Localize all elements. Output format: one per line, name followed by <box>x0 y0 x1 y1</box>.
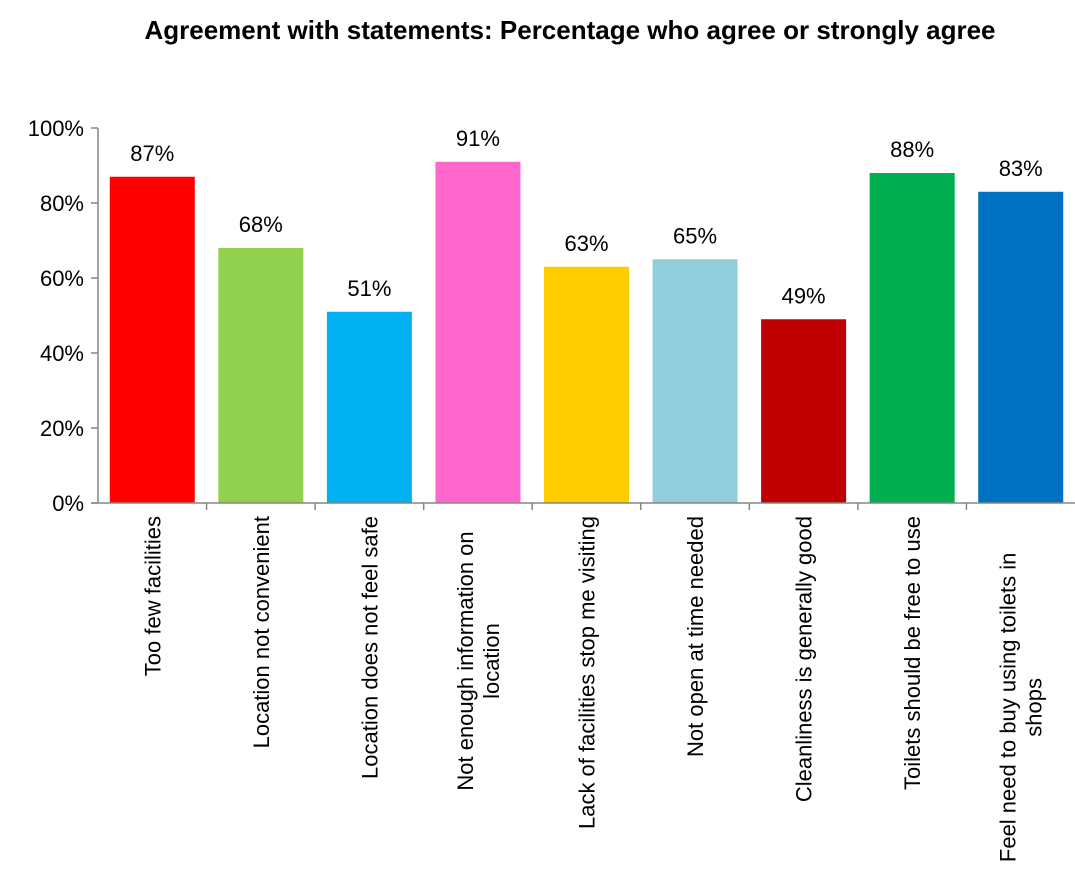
category-label-text: Cleanliness is generally good <box>792 516 817 802</box>
data-label: 63% <box>564 231 608 256</box>
bar <box>761 319 847 503</box>
category-label-text: Lack of facilities stop me visiting <box>575 516 600 829</box>
bar <box>869 173 955 503</box>
bar <box>109 176 195 503</box>
category-label-line: location <box>479 623 504 699</box>
category-label-text: Location does not feel safe <box>357 516 382 779</box>
bar <box>652 259 738 503</box>
category-label: Not enough information onlocation <box>453 531 504 790</box>
category-label: Location does not feel safe <box>357 516 382 779</box>
data-label: 91% <box>456 126 500 151</box>
category-label: Not open at time needed <box>683 516 708 757</box>
data-label: 51% <box>347 276 391 301</box>
y-axis: 0% 20% 40% 60% 80% 100% <box>28 116 99 516</box>
bar <box>218 248 304 503</box>
data-label: 88% <box>890 137 934 162</box>
category-label-text: Feel need to buy using toilets inshops <box>996 553 1047 862</box>
category-label-text: Not open at time needed <box>683 516 708 757</box>
y-tick-label: 40% <box>40 341 84 366</box>
data-label: 87% <box>130 141 174 166</box>
category-label: Location not convenient <box>249 516 274 748</box>
y-tick-label: 20% <box>40 416 84 441</box>
x-axis <box>91 502 1075 510</box>
category-label-line: Feel need to buy using toilets in <box>996 553 1021 862</box>
y-tick-label: 80% <box>40 191 84 216</box>
bars <box>109 161 1064 503</box>
category-label-text: Location not convenient <box>249 516 274 748</box>
category-label-line: Not enough information on <box>453 531 478 790</box>
y-tick-label: 0% <box>52 491 84 516</box>
bar <box>435 161 521 503</box>
category-label: Lack of facilities stop me visiting <box>575 516 600 829</box>
data-label: 65% <box>673 223 717 248</box>
category-label: Too few facilities <box>140 516 165 676</box>
bar <box>326 311 412 503</box>
chart-title: Agreement with statements: Percentage wh… <box>144 15 996 45</box>
y-tick-label: 100% <box>28 116 84 141</box>
data-label: 83% <box>999 156 1043 181</box>
bar <box>978 191 1064 503</box>
category-label-line: shops <box>1022 678 1047 737</box>
category-label-text: Toilets should be free to use <box>900 516 925 790</box>
value-labels: 87% 68% 51% 91% 63% 65% 49% 88% 83% <box>130 126 1042 309</box>
category-label: Toilets should be free to use <box>900 516 925 790</box>
category-label-text: Not enough information onlocation <box>453 531 504 790</box>
category-label: Cleanliness is generally good <box>792 516 817 802</box>
category-labels: Too few facilities Location not convenien… <box>140 516 1046 862</box>
category-label: Feel need to buy using toilets inshops <box>996 553 1047 862</box>
data-label: 49% <box>782 283 826 308</box>
bar <box>544 266 629 503</box>
data-label: 68% <box>239 212 283 237</box>
category-label-text: Too few facilities <box>140 516 165 676</box>
y-tick-label: 60% <box>40 266 84 291</box>
